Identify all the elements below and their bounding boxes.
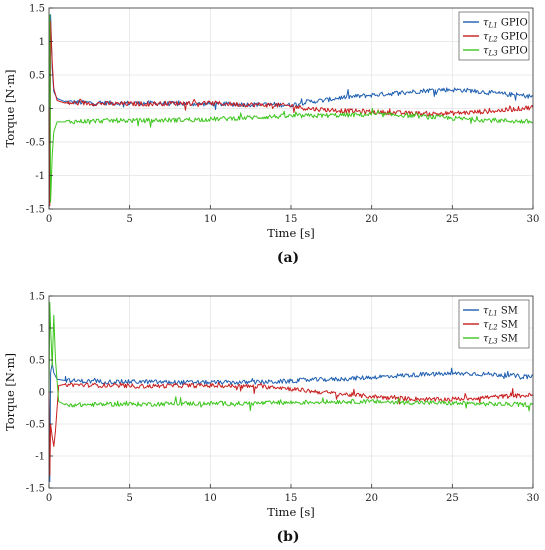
y-tick-label: 0 <box>39 104 45 115</box>
chart-panel-2: 0 5 10 15 20 25 30 -1.5 -1 -0.5 0 0.5 1 1.5 Time [s] To… <box>3 292 539 546</box>
x-tick-label: 10 <box>204 214 217 225</box>
y-axis-label: Torque [N·m] <box>3 69 17 147</box>
x-tick-label: 20 <box>365 493 378 504</box>
y-tick-label: 1 <box>39 324 45 335</box>
legend-entry: τL3 GPIO <box>483 46 528 58</box>
y-tick-label: 1.5 <box>29 292 45 303</box>
legend: τL1 GPIO τL2 GPIO τL3 GPIO <box>458 11 530 61</box>
series-line-2 <box>48 20 534 207</box>
x-tick-label: 25 <box>446 493 459 504</box>
legend-entry: τL2 SM <box>483 320 518 332</box>
panel-label: (b) <box>276 529 299 545</box>
series-line-3 <box>48 14 534 203</box>
y-tick-label: 0.5 <box>29 356 45 367</box>
x-tick-label: 30 <box>527 493 540 504</box>
y-tick-label: -1 <box>35 452 45 463</box>
y-tick-label: -1.5 <box>26 484 45 495</box>
y-tick-label: -1.5 <box>26 205 45 216</box>
x-axis-label: Time [s] <box>267 505 315 519</box>
panel-label: (a) <box>277 250 299 266</box>
legend-entry: τL1 GPIO <box>483 18 528 30</box>
legend: τL1 SM τL2 SM τL3 SM <box>458 299 530 349</box>
x-tick-label: 0 <box>46 493 52 504</box>
series-line-2 <box>48 382 534 476</box>
x-tick-label: 10 <box>204 493 217 504</box>
x-tick-label: 20 <box>365 214 378 225</box>
y-tick-label: 1.5 <box>29 4 45 15</box>
x-tick-label: 25 <box>446 214 459 225</box>
y-axis-label: Torque [N·m] <box>3 353 17 431</box>
x-tick-label: 0 <box>46 214 52 225</box>
x-tick-label: 30 <box>527 214 540 225</box>
legend-entry: τL1 SM <box>483 306 518 318</box>
legend-entry: τL2 GPIO <box>483 32 528 44</box>
y-tick-label: 1 <box>39 37 45 48</box>
legend-box <box>458 11 530 61</box>
x-tick-label: 5 <box>126 214 132 225</box>
chart-panel-1: 0 5 10 15 20 25 30 -1.5 -1 -0.5 0 0.5 1 1.5 Time [s] To… <box>3 4 539 267</box>
series-line-1 <box>48 362 534 483</box>
y-tick-label: 0 <box>39 388 45 399</box>
x-axis-label: Time [s] <box>267 226 315 240</box>
series-line-3 <box>48 301 534 412</box>
x-tick-label: 5 <box>126 493 132 504</box>
series-line-1 <box>48 14 534 190</box>
y-tick-label: -0.5 <box>26 420 45 431</box>
y-tick-label: -0.5 <box>26 138 45 149</box>
x-tick-label: 15 <box>285 214 298 225</box>
y-tick-label: -1 <box>35 171 45 182</box>
y-tick-label: 0.5 <box>29 71 45 82</box>
legend-entry: τL3 SM <box>483 334 518 346</box>
x-tick-label: 15 <box>285 493 298 504</box>
